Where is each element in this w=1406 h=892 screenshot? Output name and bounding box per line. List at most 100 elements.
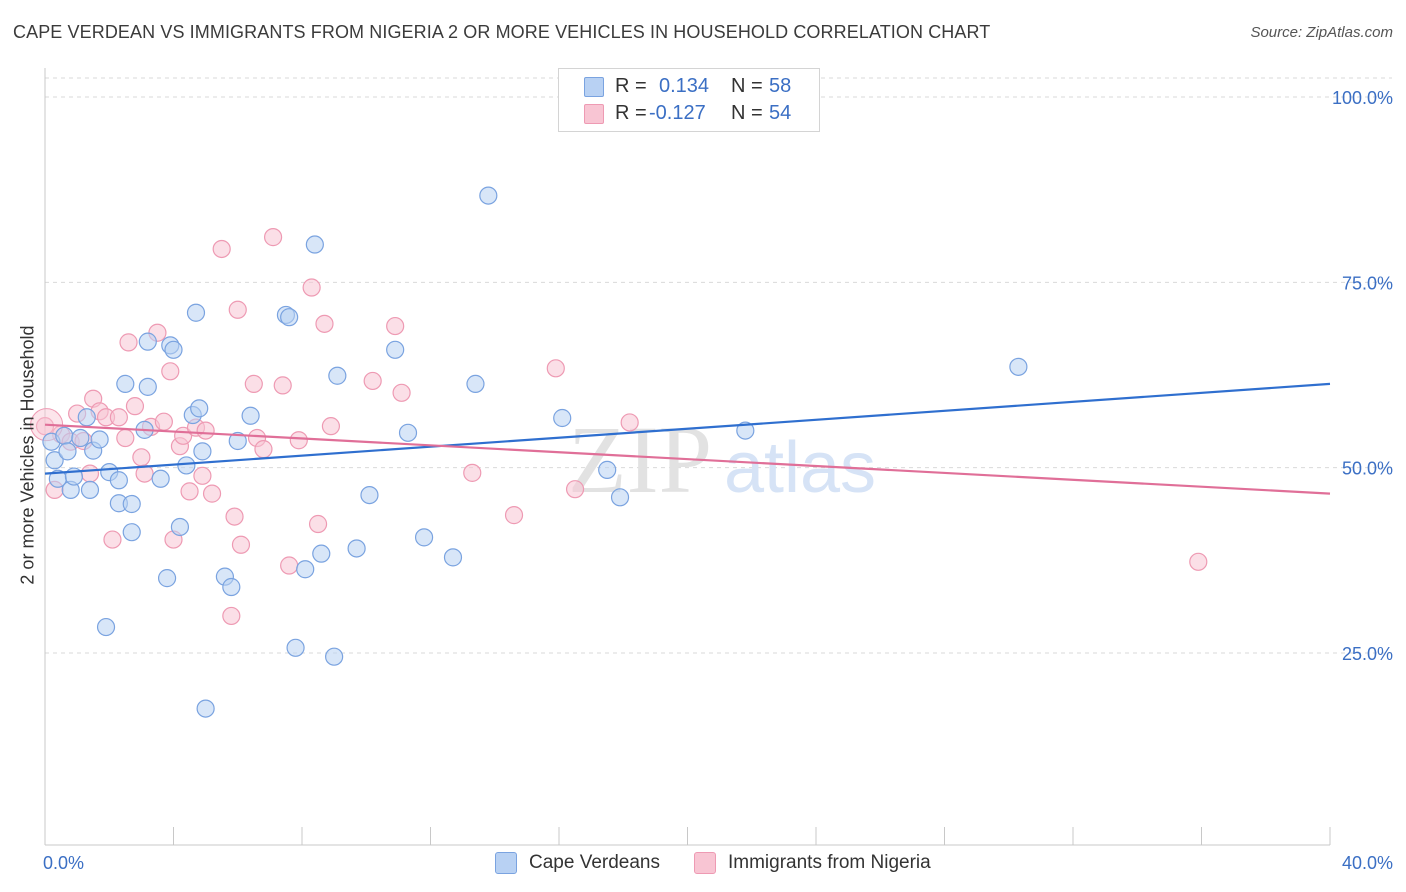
tick-labels: 25.0% 50.0% 75.0% 100.0% 0.0% 40.0% (43, 88, 1393, 873)
data-point (196, 421, 215, 440)
data-point (280, 556, 299, 575)
r-value: -0.127 (649, 101, 706, 124)
data-point (312, 544, 331, 563)
data-point (231, 535, 251, 554)
chart-title: CAPE VERDEAN VS IMMIGRANTS FROM NIGERIA … (13, 22, 991, 42)
data-point (71, 428, 90, 448)
x-tick-label: 0.0% (43, 853, 84, 873)
data-point (58, 442, 77, 461)
data-point (228, 431, 247, 451)
n-value: 54 (769, 101, 792, 124)
data-point (386, 340, 405, 359)
data-point (193, 466, 212, 485)
n-label: N = (731, 74, 763, 97)
data-point (363, 371, 382, 391)
n-label: N = (731, 101, 763, 124)
data-point (598, 460, 617, 479)
data-point (244, 374, 263, 393)
data-point (154, 412, 173, 431)
data-point (116, 374, 135, 393)
legend-swatch-pink (584, 104, 604, 124)
data-point (186, 303, 206, 322)
data-point (620, 413, 639, 432)
data-point (45, 451, 64, 470)
data-point (77, 408, 96, 427)
data-point (170, 517, 190, 537)
r-label: R = (615, 74, 647, 97)
data-point (116, 428, 135, 448)
data-point (273, 376, 292, 395)
gridlines (45, 77, 1392, 654)
data-point (135, 464, 154, 483)
data-point (504, 506, 524, 525)
trend-line (44, 382, 1331, 475)
data-point (321, 417, 341, 436)
data-point (196, 699, 215, 718)
r-value: 0.134 (659, 74, 710, 97)
data-point (296, 560, 315, 579)
series-cape-verdeans (42, 186, 1028, 718)
data-point (212, 239, 231, 259)
data-point (180, 482, 199, 501)
y-tick-label: 25.0% (1342, 644, 1393, 664)
legend-swatch-pink (694, 852, 716, 874)
data-point (125, 397, 145, 416)
data-point (308, 514, 328, 534)
y-tick-label: 100.0% (1332, 88, 1393, 108)
data-point (151, 469, 170, 488)
legend-swatch-blue (495, 852, 517, 874)
data-point (263, 228, 283, 247)
data-point (80, 464, 100, 483)
data-point (305, 235, 324, 254)
legend-label: Immigrants from Nigeria (728, 852, 931, 873)
data-point (463, 463, 482, 482)
source-label: Source: ZipAtlas.com (1250, 24, 1393, 41)
data-point (286, 638, 305, 657)
legend-item-cape-verdeans: Cape Verdeans (495, 852, 660, 874)
data-point (109, 408, 128, 427)
trend-line (44, 423, 1331, 495)
data-point (177, 456, 196, 475)
data-point (360, 485, 379, 505)
data-point (610, 488, 630, 507)
data-point (1189, 552, 1208, 571)
series-immigrants-from-nigeria (30, 228, 1208, 626)
data-point (202, 484, 222, 503)
data-point (241, 406, 260, 425)
data-point (80, 480, 100, 500)
data-point (222, 577, 241, 597)
data-point (386, 316, 405, 336)
data-point (328, 366, 347, 385)
data-point (103, 530, 122, 549)
legend-label: Cape Verdeans (529, 852, 660, 873)
axes (44, 68, 1331, 846)
data-point (122, 523, 141, 542)
data-point (90, 430, 109, 449)
data-point (289, 431, 308, 450)
data-point (193, 442, 212, 461)
data-point (479, 186, 498, 205)
n-value: 58 (769, 74, 792, 97)
data-point (119, 333, 138, 352)
data-point (546, 359, 565, 378)
data-point (138, 377, 157, 396)
correlation-legend: R = 0.134 N = 58 R = -0.127 N = 54 (558, 68, 820, 132)
data-point (122, 494, 141, 514)
data-point (190, 399, 209, 418)
data-point (443, 548, 463, 567)
x-tick-label: 40.0% (1342, 853, 1393, 873)
data-point (132, 448, 151, 467)
watermark: ZIP atlas (568, 406, 876, 513)
data-point (392, 383, 411, 402)
data-point (736, 421, 755, 440)
data-point (466, 374, 485, 393)
data-point (254, 440, 273, 459)
data-point (315, 314, 334, 333)
trend-lines (44, 382, 1331, 495)
data-point (347, 539, 366, 558)
r-label: R = (615, 101, 647, 124)
data-point (553, 408, 572, 428)
data-point (109, 471, 128, 490)
data-point (225, 507, 244, 526)
